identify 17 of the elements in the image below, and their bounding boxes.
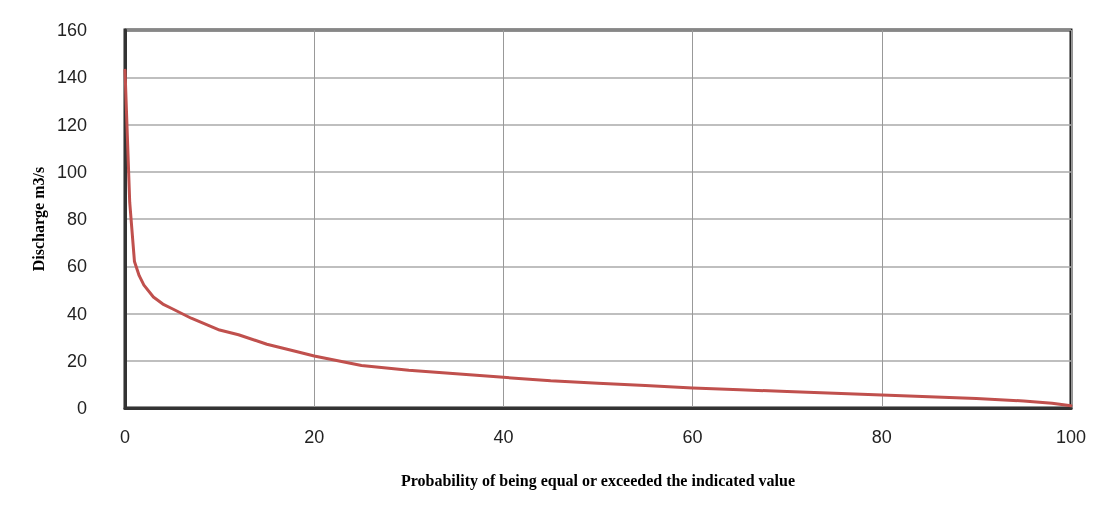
y-tick-label: 140 <box>56 67 87 88</box>
x-tick-label: 20 <box>304 427 325 447</box>
x-tick-label: 40 <box>493 427 514 447</box>
x-tick-label: 80 <box>871 427 892 447</box>
y-tick-label: 100 <box>56 161 87 182</box>
y-tick-label: 160 <box>56 20 87 40</box>
y-tick-label: 60 <box>66 256 87 277</box>
y-tick-label: 120 <box>56 114 87 135</box>
x-axis-title: Probability of being equal or exceeded the indicated value <box>400 471 796 490</box>
y-tick-label: 20 <box>66 350 87 371</box>
y-tick-label: 0 <box>76 398 87 418</box>
x-tick-label: 0 <box>119 427 131 447</box>
x-tick-label: 100 <box>1055 427 1087 447</box>
y-axis-title: Discharge m3/s <box>29 166 48 272</box>
x-tick-label: 60 <box>682 427 703 447</box>
y-tick-label: 80 <box>66 209 87 229</box>
y-tick-label: 40 <box>66 303 87 324</box>
